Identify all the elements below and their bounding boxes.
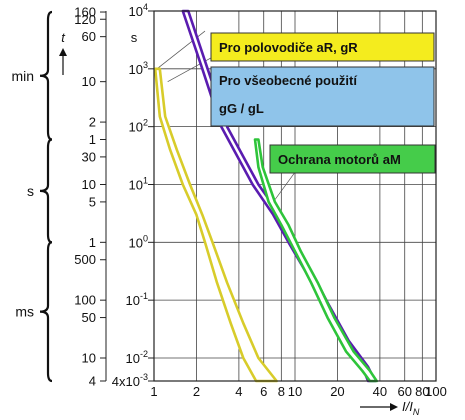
y-tick-label-left: 500 [74, 252, 96, 267]
group-brace [39, 138, 53, 244]
x-axis-arrowhead [390, 403, 398, 411]
y-tick-label-right: 100 [129, 233, 148, 250]
legend-box [269, 144, 436, 174]
x-tick-label: 8 [278, 384, 285, 399]
y-axis-arrowhead [59, 48, 67, 56]
group-brace [39, 10, 53, 141]
axis-labels: t I/IN [59, 30, 420, 417]
legend-label: Pro všeobecné použití [219, 73, 357, 88]
y-tick-label-right: 104 [129, 2, 148, 19]
y-tick-label-left: 10 [82, 74, 96, 89]
x-tick-label: 60 [397, 384, 411, 399]
y-tick-label-left: 10 [82, 350, 96, 365]
y-tick-label-right: 10-2 [126, 349, 148, 366]
y-tick-label-right: 4x10-3 [112, 372, 148, 389]
y-tick-label-left: 50 [82, 310, 96, 325]
y-tick-label-right: 103 [129, 60, 148, 77]
legend-box [210, 32, 435, 62]
y-tick-label-right: 101 [129, 175, 148, 192]
x-tick-label: 4 [235, 384, 242, 399]
y-tick-label-left: 1 [89, 235, 96, 250]
y-tick-label-left: 4 [89, 374, 96, 389]
x-tick-label: 6 [260, 384, 267, 399]
group-label: ms [15, 304, 34, 320]
plot-frame [153, 10, 437, 382]
y-tick-label-left: 60 [82, 29, 96, 44]
y-tick-label-left: 1 [89, 132, 96, 147]
y-tick-label-left: 5 [89, 194, 96, 209]
y-tick-label-right: 102 [129, 118, 148, 135]
y-tick-label-left: 10 [82, 177, 96, 192]
group-brace [39, 241, 53, 383]
group-label: s [27, 183, 34, 199]
x-tick-label: 40 [373, 384, 387, 399]
y-axis-label: t [61, 30, 66, 45]
legend-label: gG / gL [219, 101, 264, 116]
x-tick-label: 20 [330, 384, 344, 399]
legend-label: Pro polovodiče aR, gR [219, 40, 358, 55]
legend-boxes: Pro polovodiče aR, gR Pro všeobecné použi… [210, 32, 436, 174]
y-tick-label-left: 2 [89, 115, 96, 130]
x-tick-label: 100 [425, 384, 447, 399]
unit-seconds: s [131, 30, 138, 45]
legend-box [210, 66, 435, 127]
legend-label: Ochrana motorů aM [278, 152, 401, 167]
x-tick-label: 10 [288, 384, 302, 399]
y-tick-label-left: 120 [74, 12, 96, 27]
x-axis-label: I/IN [402, 399, 420, 417]
y-tick-label-left: 30 [82, 149, 96, 164]
y-ticks-right: 104 103 102 101 100 10-1 10-2 4x10-3 s [112, 2, 154, 389]
y-tick-label-right: 10-1 [126, 291, 148, 308]
y-tick-label-left: 160 [74, 5, 96, 20]
y-tick-label-left: 100 [74, 293, 96, 308]
group-label: min [11, 68, 34, 84]
time-groups: min s ms [11, 10, 53, 383]
x-tick-label: 1 [150, 384, 157, 399]
x-tick-label: 80 [415, 384, 429, 399]
x-tick-label: 2 [193, 384, 200, 399]
